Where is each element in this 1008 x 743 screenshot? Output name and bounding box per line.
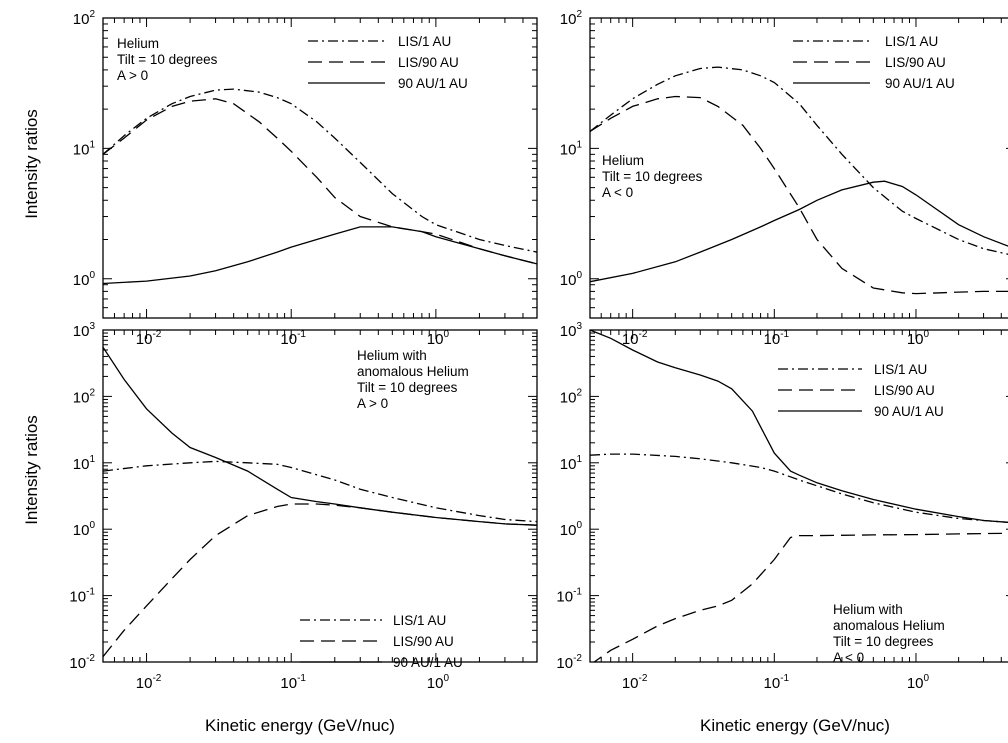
series-line-lis-1-au xyxy=(590,66,1008,255)
annotation-line: Helium with xyxy=(833,602,903,617)
panel-top-left: 10-2 10-1 100 100 101 102 LIS/1 AU LIS/90 AU 90 … xyxy=(73,9,538,348)
panels: 10-2 10-1 100 100 101 102 LIS/1 AU LIS/90 AU 90 … xyxy=(69,9,1008,692)
x-tick-label: 10-1 xyxy=(764,673,790,692)
legend-label-90-au-1-au: 90 AU/1 AU xyxy=(393,655,463,670)
y-tick-label: 102 xyxy=(560,9,583,28)
annotation-line: A > 0 xyxy=(117,68,148,83)
plot-frame xyxy=(589,329,1008,663)
y-tick-label: 100 xyxy=(73,270,96,289)
x-tick-label: 10-1 xyxy=(280,673,306,692)
legend-label-lis-90-au: LIS/90 AU xyxy=(393,634,454,649)
series-line-lis-90-au xyxy=(103,503,537,658)
y-tick-label: 100 xyxy=(560,520,583,539)
x-tick-label: 10-1 xyxy=(280,329,306,348)
series-line-90-au-1-au xyxy=(103,226,537,285)
legend-label-90-au-1-au: 90 AU/1 AU xyxy=(874,404,944,419)
x-tick-label: 100 xyxy=(427,673,450,692)
series-line-lis-1-au xyxy=(103,88,537,253)
y-tick-label: 102 xyxy=(73,9,96,28)
y-tick-label: 100 xyxy=(73,520,96,539)
series-line-lis-90-au xyxy=(103,98,537,265)
annotation-line: Tilt = 10 degrees xyxy=(833,634,934,649)
annotation-line: Tilt = 10 degrees xyxy=(602,169,703,184)
y-axis-title-top: Intensity ratios xyxy=(22,109,41,219)
annotation-line: A > 0 xyxy=(357,396,388,411)
annotation-line: Helium xyxy=(117,36,159,51)
x-tick-label: 100 xyxy=(427,329,450,348)
series-line-lis-90-au xyxy=(593,532,1008,662)
legend: LIS/1 AU LIS/90 AU 90 AU/1 AU xyxy=(778,362,944,419)
x-tick-label: 10-2 xyxy=(622,329,648,348)
annotation-line: Tilt = 10 degrees xyxy=(357,380,458,395)
legend-label-lis-90-au: LIS/90 AU xyxy=(874,383,935,398)
legend-label-lis-90-au: LIS/90 AU xyxy=(398,55,459,70)
x-axis-title-left: Kinetic energy (GeV/nuc) xyxy=(205,716,395,735)
series-line-lis-1-au xyxy=(590,453,1008,523)
legend-label-lis-1-au: LIS/1 AU xyxy=(885,34,938,49)
legend-label-lis-90-au: LIS/90 AU xyxy=(885,55,946,70)
legend: LIS/1 AU LIS/90 AU 90 AU/1 AU xyxy=(308,34,468,91)
y-tick-label: 10-1 xyxy=(556,587,582,606)
legend-label-90-au-1-au: 90 AU/1 AU xyxy=(885,76,955,91)
y-tick-label: 102 xyxy=(73,387,96,406)
y-tick-label: 10-2 xyxy=(556,653,582,672)
plot-frame xyxy=(102,17,538,319)
legend-label-lis-1-au: LIS/1 AU xyxy=(874,362,927,377)
y-tick-label: 10-2 xyxy=(69,653,95,672)
series-line-lis-90-au xyxy=(590,95,1008,295)
y-tick-label: 103 xyxy=(73,321,96,340)
annotation-line: anomalous Helium xyxy=(357,364,469,379)
series-line-90-au-1-au xyxy=(103,346,537,526)
series-line-90-au-1-au xyxy=(590,180,1008,283)
legend-label-lis-1-au: LIS/1 AU xyxy=(393,613,446,628)
x-tick-label: 100 xyxy=(907,329,930,348)
y-tick-label: 101 xyxy=(73,139,96,158)
annotation-line: Tilt = 10 degrees xyxy=(117,52,218,67)
y-axis-title-bottom: Intensity ratios xyxy=(22,415,41,525)
y-tick-label: 100 xyxy=(560,270,583,289)
annotation-line: Helium xyxy=(602,153,644,168)
y-tick-label: 101 xyxy=(560,139,583,158)
y-tick-label: 101 xyxy=(73,454,96,473)
legend-label-lis-1-au: LIS/1 AU xyxy=(398,34,451,49)
plot-frame xyxy=(102,329,538,663)
x-axis-title-right: Kinetic energy (GeV/nuc) xyxy=(700,716,890,735)
y-tick-label: 102 xyxy=(560,387,583,406)
annotation-line: anomalous Helium xyxy=(833,618,945,633)
x-tick-label: 10-1 xyxy=(764,329,790,348)
y-tick-label: 10-1 xyxy=(69,587,95,606)
x-tick-label: 100 xyxy=(907,673,930,692)
annotation-line: A < 0 xyxy=(602,185,633,200)
legend-label-90-au-1-au: 90 AU/1 AU xyxy=(398,76,468,91)
plot-frame xyxy=(589,17,1008,319)
legend: LIS/1 AU LIS/90 AU 90 AU/1 AU xyxy=(793,34,955,91)
y-tick-label: 103 xyxy=(560,321,583,340)
x-tick-label: 10-2 xyxy=(136,329,162,348)
panel-top-right: 10-2 10-1 100 100 101 102 LIS/1 AU LIS/90 AU 90 … xyxy=(560,9,1008,348)
annotation-line: A < 0 xyxy=(833,650,864,665)
annotation-line: Helium with xyxy=(357,348,427,363)
x-tick-label: 10-2 xyxy=(622,673,648,692)
x-tick-label: 10-2 xyxy=(136,673,162,692)
series-line-90-au-1-au xyxy=(590,330,1008,523)
series-line-lis-1-au xyxy=(103,460,537,523)
legend: LIS/1 AU LIS/90 AU 90 AU/1 AU xyxy=(300,613,463,670)
y-tick-label: 101 xyxy=(560,454,583,473)
